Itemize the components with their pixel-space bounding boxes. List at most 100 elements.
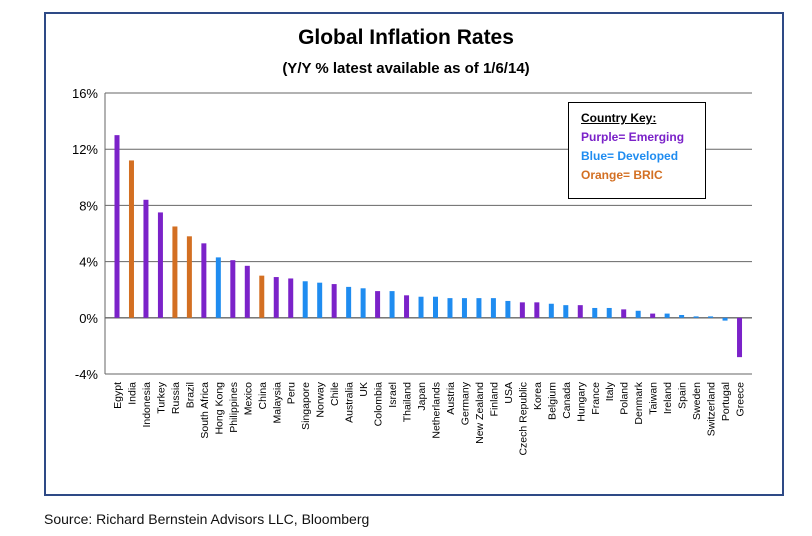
bar xyxy=(693,316,699,318)
x-category-label: Brazil xyxy=(184,382,196,408)
bar xyxy=(447,298,453,318)
bar xyxy=(288,278,294,318)
x-category-label: Austria xyxy=(445,382,457,415)
chart-title: Global Inflation Rates xyxy=(298,26,514,49)
bar xyxy=(230,260,236,318)
x-category-label: Israel xyxy=(387,382,399,408)
x-category-label: South Africa xyxy=(199,382,211,439)
bar xyxy=(157,212,163,318)
bar xyxy=(534,302,540,318)
x-category-label: Canada xyxy=(561,382,573,419)
bar xyxy=(375,291,381,318)
x-category-label: Germany xyxy=(459,381,471,425)
bar xyxy=(244,265,250,318)
bar xyxy=(708,316,714,318)
x-category-label: France xyxy=(590,382,602,415)
x-category-label: Portugal xyxy=(720,382,732,421)
x-category-label: Colombia xyxy=(373,382,385,427)
x-category-label: Australia xyxy=(344,382,356,423)
bar xyxy=(490,298,496,318)
x-category-label: Norway xyxy=(315,381,327,417)
bar xyxy=(302,281,308,318)
bar xyxy=(360,288,366,318)
x-category-label: Finland xyxy=(488,382,500,417)
bar xyxy=(592,307,598,318)
x-category-label: Poland xyxy=(619,382,631,415)
x-category-label: Spain xyxy=(677,382,689,409)
x-category-label: Russia xyxy=(170,382,182,414)
bar xyxy=(143,199,149,318)
bar xyxy=(548,303,554,318)
x-category-label: Mexico xyxy=(242,382,254,415)
source-note: Source: Richard Bernstein Advisors LLC, … xyxy=(44,511,370,527)
x-category-label: USA xyxy=(503,382,515,404)
bar xyxy=(215,257,221,318)
bar xyxy=(679,314,685,318)
bar xyxy=(128,160,134,318)
bar xyxy=(563,305,569,318)
x-category-label: Taiwan xyxy=(648,382,660,415)
x-category-label: Czech Republic xyxy=(517,382,529,456)
x-category-label: Italy xyxy=(604,381,616,401)
x-category-label: Indonesia xyxy=(141,382,153,428)
legend-entry-bric: Orange= BRIC xyxy=(581,168,663,182)
bar xyxy=(273,277,279,318)
bar xyxy=(331,284,337,318)
x-category-label: UK xyxy=(358,382,370,397)
bar xyxy=(606,307,612,318)
x-category-label: Sweden xyxy=(691,382,703,420)
bar xyxy=(722,317,728,321)
x-category-label: Philippines xyxy=(228,382,240,433)
x-category-label: China xyxy=(257,382,269,410)
x-category-label: Hong Kong xyxy=(213,382,225,435)
x-category-label: Ireland xyxy=(662,382,674,414)
bar xyxy=(433,296,438,318)
bar xyxy=(505,300,511,318)
country-key-legend: Country Key: Purple= Emerging Blue= Deve… xyxy=(568,102,706,199)
y-tick-label: 4% xyxy=(79,255,98,270)
y-tick-label: 16% xyxy=(72,86,98,101)
bar xyxy=(346,286,352,318)
x-category-label: Egypt xyxy=(112,382,124,409)
x-category-label: Korea xyxy=(532,382,544,410)
x-category-label: New Zealand xyxy=(474,382,486,444)
y-tick-label: 8% xyxy=(79,198,98,213)
y-tick-label: 12% xyxy=(72,142,98,157)
legend-entry-emerging: Purple= Emerging xyxy=(581,130,685,144)
x-category-label: Netherlands xyxy=(431,382,443,439)
bar xyxy=(259,275,265,318)
x-category-label: Hungary xyxy=(575,381,587,421)
bar xyxy=(635,310,641,318)
x-category-label: Belgium xyxy=(546,382,558,420)
x-category-label: Thailand xyxy=(402,382,414,422)
bar xyxy=(476,298,482,318)
bar xyxy=(621,309,627,318)
x-category-label: Malaysia xyxy=(271,382,283,424)
bar xyxy=(461,298,467,318)
x-category-label: Turkey xyxy=(155,381,167,413)
bar xyxy=(519,302,525,318)
bar xyxy=(186,236,192,318)
bar xyxy=(418,296,424,318)
x-category-label: Chile xyxy=(329,382,341,406)
bar xyxy=(737,317,743,358)
y-tick-label: 0% xyxy=(79,311,98,326)
x-category-label: Singapore xyxy=(300,382,312,430)
x-category-label: India xyxy=(126,382,138,405)
bar xyxy=(664,313,670,318)
y-tick-label: -4% xyxy=(75,367,99,382)
bar xyxy=(577,305,583,318)
x-category-label: Switzerland xyxy=(706,382,718,436)
bar xyxy=(317,282,323,318)
bar xyxy=(650,313,656,318)
x-category-label: Denmark xyxy=(633,381,645,424)
x-category-label: Japan xyxy=(416,382,428,411)
chart-subtitle: (Y/Y % latest available as of 1/6/14) xyxy=(282,60,530,77)
bar xyxy=(201,243,207,318)
bar xyxy=(389,291,395,318)
bar xyxy=(404,295,410,318)
legend-title: Country Key: xyxy=(581,111,657,125)
x-category-label: Peru xyxy=(286,382,298,404)
bar xyxy=(114,135,120,318)
